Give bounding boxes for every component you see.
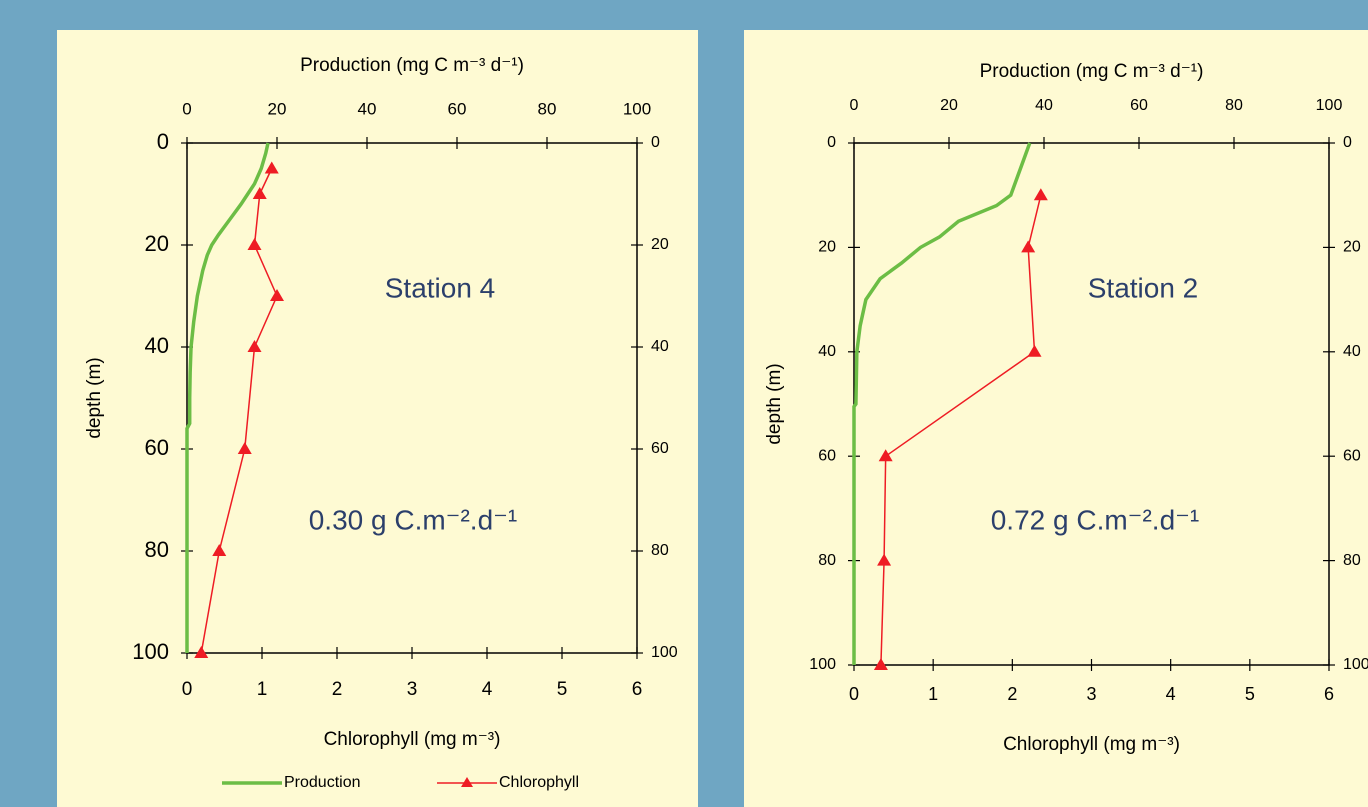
x2-tick-label: 0 bbox=[850, 97, 859, 114]
series-line bbox=[880, 195, 1042, 666]
annotation: Station 4 bbox=[385, 272, 496, 303]
x-tick-label: 3 bbox=[407, 679, 418, 700]
y2-tick-label: 0 bbox=[651, 134, 660, 151]
y2-tick-label: 60 bbox=[1343, 447, 1361, 464]
marker bbox=[878, 449, 893, 462]
y-tick-label: 20 bbox=[818, 239, 836, 256]
panel bbox=[744, 30, 1368, 807]
marker bbox=[237, 442, 252, 454]
marker bbox=[1027, 344, 1042, 357]
legend-marker bbox=[461, 777, 473, 787]
marker bbox=[252, 187, 267, 199]
x2-tick-label: 20 bbox=[268, 99, 287, 118]
panel bbox=[57, 30, 698, 807]
marker bbox=[194, 646, 209, 658]
y-tick-label: 0 bbox=[157, 129, 169, 154]
marker bbox=[1021, 240, 1036, 253]
marker bbox=[877, 553, 892, 566]
y-tick-label: 80 bbox=[145, 537, 169, 562]
annotation: 0.30 g C.m⁻².d⁻¹ bbox=[309, 504, 518, 535]
x2-tick-label: 80 bbox=[538, 99, 557, 118]
y2-tick-label: 80 bbox=[1343, 552, 1361, 569]
y-tick-label: 0 bbox=[827, 134, 836, 151]
series-line bbox=[185, 142, 270, 653]
y2-tick-label: 40 bbox=[651, 338, 669, 355]
annotation: Station 2 bbox=[1088, 272, 1199, 303]
x-tick-label: 4 bbox=[482, 679, 493, 700]
y2-tick-label: 0 bbox=[1343, 134, 1352, 151]
y-tick-label: 60 bbox=[145, 435, 169, 460]
y-tick-label: 60 bbox=[818, 447, 836, 464]
y2-tick-label: 20 bbox=[651, 236, 669, 253]
x-tick-label: 6 bbox=[1324, 684, 1334, 704]
x-tick-label: 0 bbox=[182, 679, 193, 700]
legend-label: Chlorophyll bbox=[499, 774, 579, 791]
x-tick-label: 2 bbox=[1007, 684, 1017, 704]
x2-tick-label: 40 bbox=[358, 99, 377, 118]
y2-tick-label: 20 bbox=[1343, 239, 1361, 256]
marker bbox=[873, 658, 888, 670]
series-line bbox=[852, 142, 1032, 665]
x2-tick-label: 100 bbox=[623, 99, 651, 118]
x2-axis-label: Production (mg C m⁻³ d⁻¹) bbox=[980, 61, 1204, 82]
x-axis-label: Chlorophyll (mg m⁻³) bbox=[1003, 734, 1180, 755]
x-axis-label: Chlorophyll (mg m⁻³) bbox=[324, 729, 501, 750]
series-line bbox=[200, 168, 278, 654]
y2-tick-label: 60 bbox=[651, 440, 669, 457]
x2-axis-label: Production (mg C m⁻³ d⁻¹) bbox=[300, 55, 524, 76]
x2-tick-label: 40 bbox=[1035, 97, 1053, 114]
y-axis-label: depth (m) bbox=[764, 363, 785, 444]
marker bbox=[247, 238, 262, 250]
x-tick-label: 1 bbox=[257, 679, 268, 700]
y2-tick-label: 100 bbox=[651, 644, 678, 661]
y-tick-label: 100 bbox=[809, 656, 836, 673]
x-tick-label: 5 bbox=[557, 679, 568, 700]
x-tick-label: 5 bbox=[1245, 684, 1255, 704]
x-tick-label: 6 bbox=[632, 679, 643, 700]
x2-tick-label: 60 bbox=[1130, 97, 1148, 114]
annotation: 0.72 g C.m⁻².d⁻¹ bbox=[991, 504, 1200, 535]
y2-tick-label: 100 bbox=[1343, 656, 1368, 673]
y-tick-label: 20 bbox=[145, 231, 169, 256]
x-tick-label: 1 bbox=[928, 684, 938, 704]
marker bbox=[1033, 188, 1048, 201]
y-tick-label: 80 bbox=[818, 552, 836, 569]
legend-label: Production bbox=[284, 774, 361, 791]
x2-tick-label: 20 bbox=[940, 97, 958, 114]
y-tick-label: 40 bbox=[818, 343, 836, 360]
marker bbox=[264, 161, 279, 174]
x-tick-label: 0 bbox=[849, 684, 859, 704]
x-tick-label: 2 bbox=[332, 679, 343, 700]
marker bbox=[270, 289, 284, 301]
x2-tick-label: 0 bbox=[182, 99, 191, 118]
y-tick-label: 100 bbox=[132, 639, 169, 664]
y-axis-label: depth (m) bbox=[84, 357, 105, 438]
x2-tick-label: 100 bbox=[1316, 97, 1343, 114]
y2-tick-label: 40 bbox=[1343, 343, 1361, 360]
y-tick-label: 40 bbox=[145, 333, 169, 358]
marker bbox=[247, 340, 262, 352]
x2-tick-label: 80 bbox=[1225, 97, 1243, 114]
x2-tick-label: 60 bbox=[448, 99, 467, 118]
y2-tick-label: 80 bbox=[651, 542, 669, 559]
x-tick-label: 4 bbox=[1166, 684, 1176, 704]
marker bbox=[212, 544, 227, 556]
x-tick-label: 3 bbox=[1086, 684, 1096, 704]
